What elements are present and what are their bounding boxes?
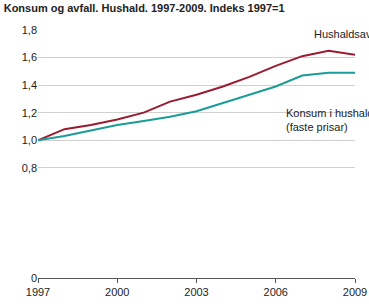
svg-text:2000: 2000 [105, 286, 129, 298]
svg-text:0: 0 [31, 272, 37, 284]
svg-text:Konsum i hushalda(faste prisar: Konsum i hushalda(faste prisar) [286, 107, 369, 133]
svg-text:2009: 2009 [343, 286, 367, 298]
svg-text:2006: 2006 [264, 286, 288, 298]
svg-text:1,6: 1,6 [22, 51, 37, 63]
svg-text:1997: 1997 [26, 286, 50, 298]
svg-text:1,2: 1,2 [22, 107, 37, 119]
svg-text:2003: 2003 [184, 286, 208, 298]
svg-text:Konsum og avfall. Hushald. 199: Konsum og avfall. Hushald. 1997-2009. In… [4, 2, 285, 14]
svg-text:1,0: 1,0 [22, 134, 37, 146]
svg-text:1,8: 1,8 [22, 24, 37, 36]
svg-text:1,4: 1,4 [22, 79, 37, 91]
svg-text:Hushaldsavfall: Hushaldsavfall [314, 28, 369, 40]
svg-text:0,8: 0,8 [22, 162, 37, 174]
